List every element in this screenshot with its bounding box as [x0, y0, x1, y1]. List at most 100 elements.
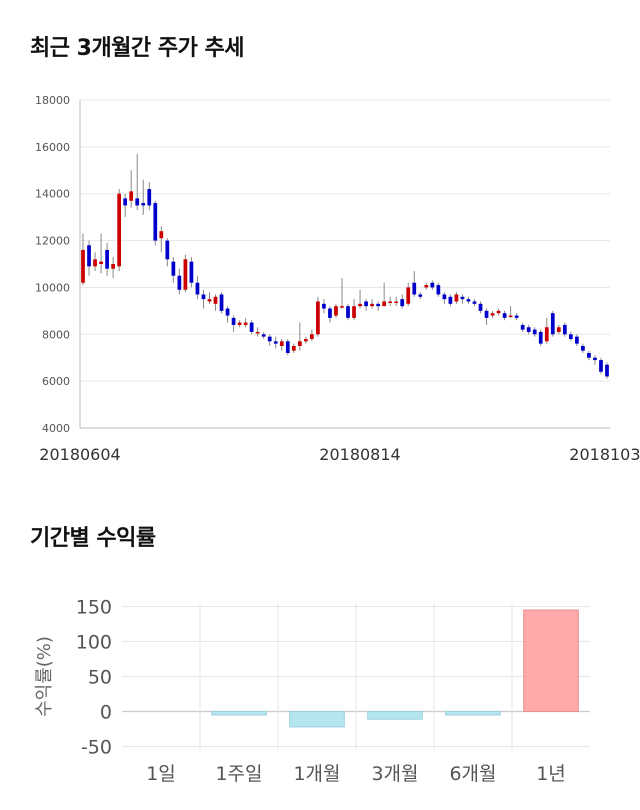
- candle-body: [599, 360, 603, 372]
- candle-body: [285, 341, 290, 354]
- candle-body: [532, 329, 537, 335]
- candle-body: [394, 301, 399, 303]
- candle-body: [81, 249, 85, 283]
- candle-body: [316, 301, 320, 335]
- candle-body: [201, 294, 206, 300]
- candle-body: [358, 303, 362, 307]
- candle-body: [520, 324, 525, 330]
- candle-body: [111, 264, 115, 269]
- candle-body: [418, 294, 423, 297]
- candle-body: [442, 294, 447, 300]
- x-tick-label: 3개월: [371, 763, 418, 785]
- candle-body: [207, 299, 212, 302]
- candle-body: [550, 313, 555, 335]
- returns-title: 기간별 수익률: [30, 526, 156, 551]
- candle-body: [328, 308, 332, 318]
- price-trend-title: 최근 3개월간 주가 추세: [30, 36, 244, 61]
- candle-body: [538, 331, 543, 344]
- candle-body: [249, 322, 254, 332]
- x-tick-label: 1년: [536, 763, 566, 785]
- candle-body: [279, 341, 284, 346]
- y-tick-label: -50: [81, 737, 112, 759]
- candle-body: [370, 303, 374, 307]
- y-tick-label: 10000: [35, 281, 70, 294]
- y-tick-label: 50: [88, 667, 112, 689]
- candle-body: [490, 313, 495, 316]
- candle-body: [183, 259, 188, 290]
- candle-body: [267, 336, 272, 342]
- x-tick-label: 1일: [146, 763, 176, 785]
- candle-body: [575, 336, 579, 344]
- candle-body: [219, 294, 224, 311]
- candle-body: [105, 249, 109, 269]
- candle-body: [587, 353, 591, 358]
- y-tick-label: 14000: [35, 188, 70, 201]
- y-tick-label: 18000: [35, 94, 70, 107]
- candle-body: [581, 346, 585, 351]
- candle-body: [171, 261, 176, 276]
- candle-body: [526, 327, 531, 332]
- return-bar: [289, 711, 345, 728]
- x-tick-label: 6개월: [449, 763, 496, 785]
- x-tick-label: 1주일: [215, 763, 262, 785]
- candle-body: [147, 189, 152, 206]
- candle-body: [231, 317, 236, 325]
- candle-body: [508, 315, 513, 318]
- candle-body: [123, 198, 128, 206]
- candle-body: [424, 285, 429, 288]
- candle-body: [406, 287, 411, 304]
- candle-body: [177, 275, 182, 290]
- x-tick-label: 1개월: [293, 763, 340, 785]
- y-tick-label: 4000: [42, 422, 70, 435]
- candle-body: [412, 282, 417, 295]
- candle-body: [153, 203, 158, 241]
- candle-body: [135, 198, 140, 206]
- y-tick-label: 16000: [35, 141, 70, 154]
- candle-body: [87, 245, 91, 267]
- candle-body: [436, 285, 441, 295]
- x-tick-label: 20181030: [569, 445, 640, 464]
- candle-body: [364, 301, 368, 307]
- y-tick-label: 12000: [35, 235, 70, 248]
- candle-body: [568, 334, 573, 339]
- candle-body: [291, 346, 296, 351]
- candle-body: [159, 231, 164, 239]
- y-axis-label: 수익률(%): [34, 636, 55, 717]
- candle-body: [448, 296, 453, 304]
- candle-body: [556, 327, 561, 332]
- candle-body: [502, 313, 507, 318]
- candle-body: [376, 303, 380, 307]
- candle-body: [310, 334, 314, 339]
- candle-body: [261, 334, 266, 337]
- candle-body: [322, 303, 326, 309]
- candle-body: [93, 259, 97, 267]
- candle-body: [195, 282, 200, 295]
- candle-body: [346, 306, 350, 318]
- candle-body: [514, 315, 519, 318]
- candle-body: [472, 301, 477, 304]
- candle-body: [255, 331, 260, 334]
- candle-body: [334, 306, 338, 316]
- return-bar: [211, 711, 267, 716]
- candlestick-chart: 4000 6000 8000 10000 12000 14000 16000 18000 201…: [35, 94, 640, 464]
- candle-body: [352, 306, 356, 318]
- candle-body: [544, 327, 549, 342]
- candle-body: [213, 296, 218, 304]
- candle-body: [430, 282, 435, 288]
- candle-body: [99, 261, 103, 264]
- candle-body: [273, 341, 278, 344]
- candle-body: [297, 341, 302, 346]
- candle-body: [237, 322, 242, 325]
- candle-body: [340, 306, 344, 308]
- candle-body: [605, 364, 609, 377]
- y-tick-label: 150: [76, 597, 112, 619]
- candle-body: [460, 296, 465, 300]
- candle-body: [454, 294, 459, 302]
- candle-body: [129, 191, 134, 201]
- y-tick-label: 100: [76, 632, 112, 654]
- candle-body: [303, 338, 308, 342]
- candle-body: [189, 261, 194, 283]
- candle-body: [382, 301, 387, 307]
- y-tick-label: 6000: [42, 375, 70, 388]
- candle-body: [225, 308, 230, 316]
